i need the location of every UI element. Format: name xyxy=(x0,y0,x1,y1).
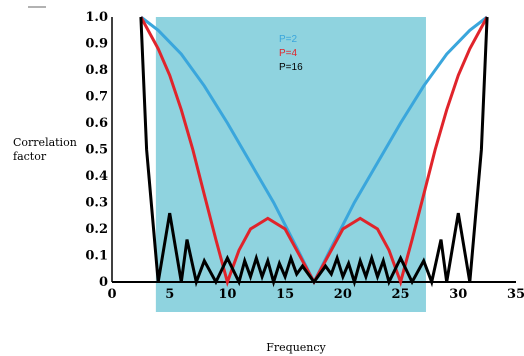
y-tick-label: 0.9 xyxy=(85,37,108,52)
y-tick-label: 0.8 xyxy=(85,63,108,78)
y-tick-label: 0.6 xyxy=(85,116,108,131)
tick-label-layer: 0 0.1 0.2 0.3 0.4 0.5 0.6 0.7 0.8 0.9 1.0 0 5 10 15 20 2… xyxy=(85,10,524,302)
x-tick-label: 35 xyxy=(507,287,524,302)
y-tick-label: 0 xyxy=(99,275,108,290)
x-tick-label: 25 xyxy=(392,287,410,302)
series-layer xyxy=(139,15,489,288)
y-tick-label: 1.0 xyxy=(85,10,108,25)
y-tick-label: 0.2 xyxy=(85,222,108,237)
legend-entry: P=16 xyxy=(279,62,303,73)
y-axis-label-line1: Correlation xyxy=(13,136,77,149)
y-axis-label-line2: factor xyxy=(13,150,47,163)
x-axis-label: Frequency xyxy=(266,341,326,354)
series-line-p16 xyxy=(139,16,489,288)
x-tick-label: 30 xyxy=(449,287,467,302)
x-tick-label: 10 xyxy=(218,287,236,302)
y-tick-label: 0.4 xyxy=(85,169,108,184)
y-tick-label: 0.5 xyxy=(85,143,108,158)
x-tick-label: 5 xyxy=(165,287,174,302)
x-tick-label: 0 xyxy=(107,287,116,302)
x-tick-label: 15 xyxy=(276,287,294,302)
legend: P=2 P=4 P=16 xyxy=(279,34,303,73)
y-tick-label: 0.3 xyxy=(85,196,108,211)
y-tick-label: 0.7 xyxy=(85,90,108,105)
legend-entry: P=4 xyxy=(279,48,298,59)
x-tick-label: 20 xyxy=(334,287,352,302)
legend-entry: P=2 xyxy=(279,34,298,45)
y-tick-label: 0.1 xyxy=(85,249,108,264)
